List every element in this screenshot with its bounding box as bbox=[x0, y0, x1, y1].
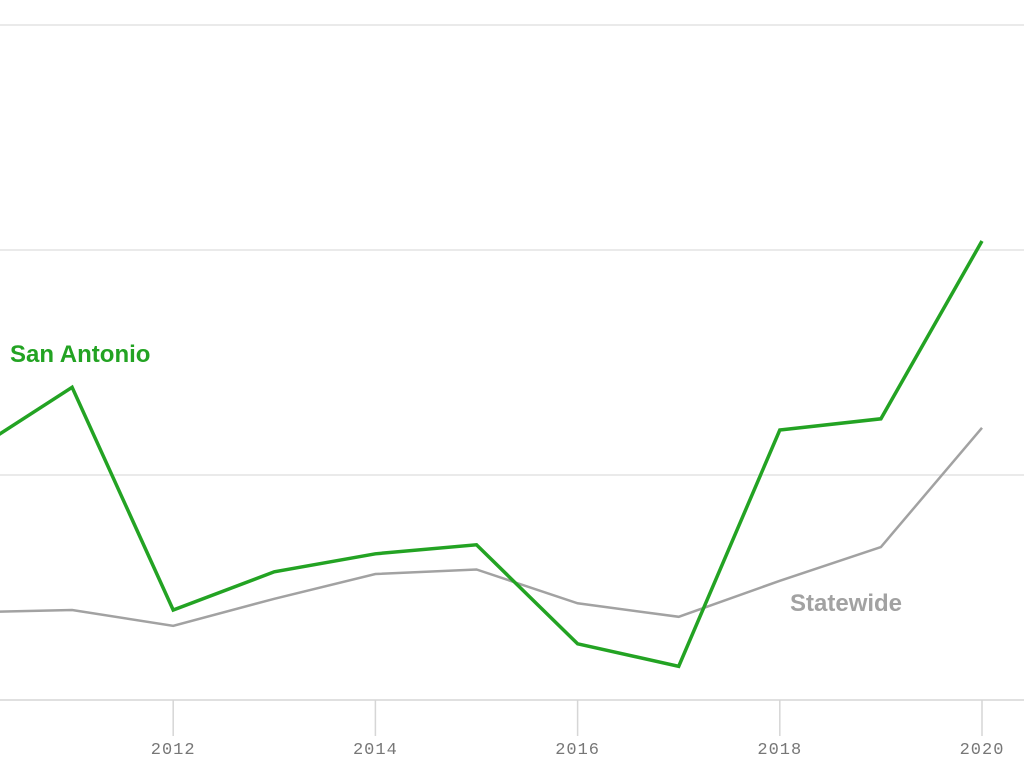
x-tick-label: 2014 bbox=[353, 741, 398, 760]
series-line-san-antonio bbox=[0, 240, 984, 669]
x-tick-label: 2016 bbox=[555, 741, 600, 760]
series-label-statewide: Statewide bbox=[790, 590, 902, 617]
series-lines bbox=[0, 240, 984, 669]
gridlines bbox=[0, 24, 1024, 701]
series-line-statewide bbox=[0, 426, 983, 628]
x-tick-label: 2020 bbox=[960, 741, 1005, 760]
series-label-san-antonio: San Antonio bbox=[10, 341, 150, 368]
x-tick-label: 2018 bbox=[757, 741, 802, 760]
x-axis-ticks: 2012 2014 2016 2018 2020 bbox=[151, 700, 1005, 760]
x-tick-label: 2012 bbox=[151, 741, 196, 760]
